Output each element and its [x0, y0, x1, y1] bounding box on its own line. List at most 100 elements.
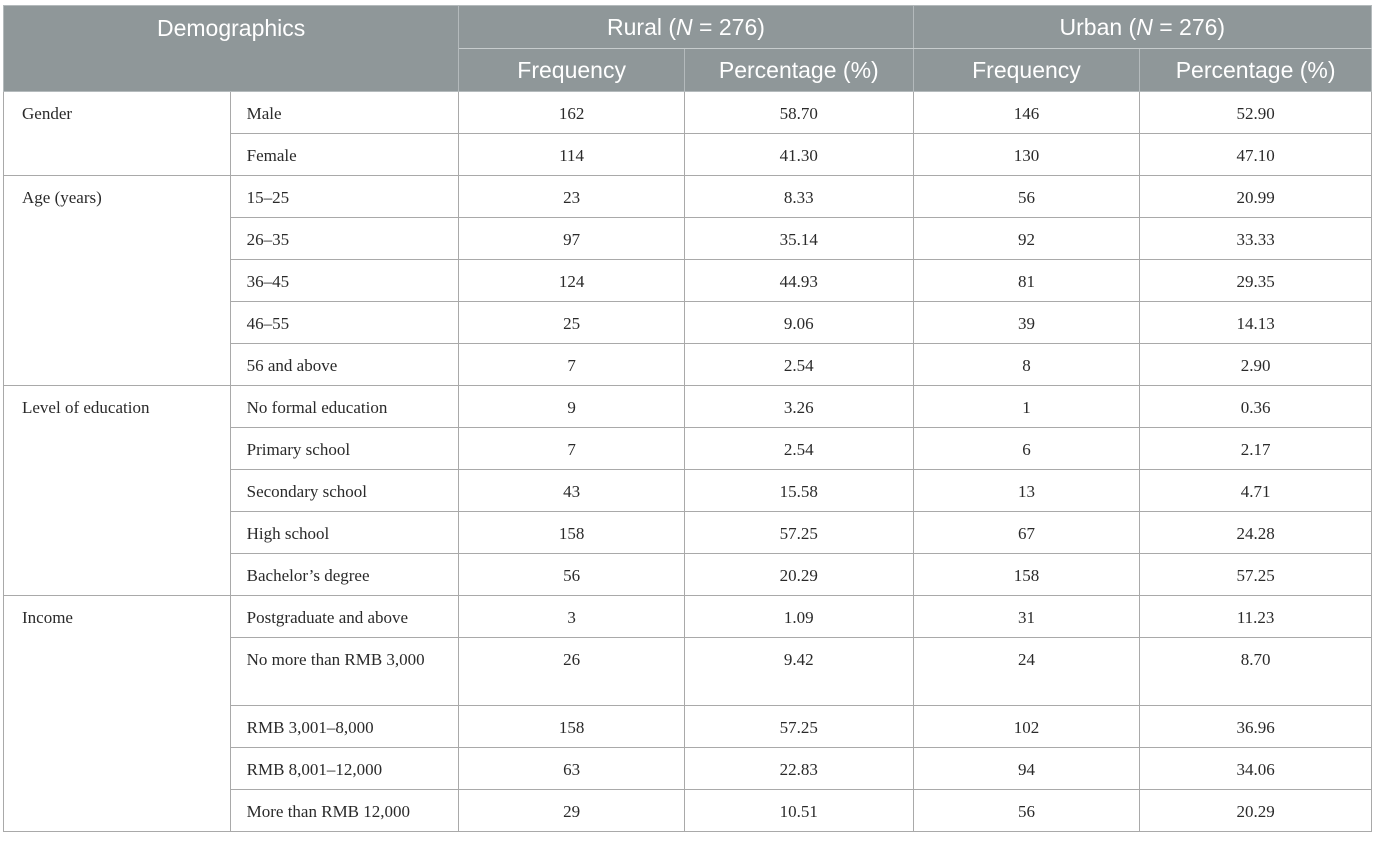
urban-percentage-header: Percentage (%)	[1139, 48, 1372, 92]
rural-frequency-cell: 23	[458, 175, 685, 218]
urban-prefix: Urban (	[1059, 13, 1137, 40]
table-row: More than RMB 12,000 29 10.51 56 20.29	[4, 789, 1372, 832]
table-row: 36–45 124 44.93 81 29.35	[4, 259, 1372, 302]
rural-frequency-cell: 26	[458, 637, 685, 706]
subcategory-cell: RMB 3,001–8,000	[229, 705, 460, 748]
rural-percentage-cell: 2.54	[683, 343, 914, 386]
rural-percentage-header: Percentage (%)	[683, 48, 914, 92]
rural-group-header: Rural (N = 276)	[458, 5, 914, 49]
category-cell: Income	[3, 595, 231, 832]
rural-frequency-cell: 124	[458, 259, 685, 302]
table-row: RMB 3,001–8,000 158 57.25 102 36.96	[4, 705, 1372, 748]
urban-frequency-cell: 24	[912, 637, 1141, 706]
urban-frequency-cell: 6	[912, 427, 1141, 470]
urban-percentage-cell: 34.06	[1139, 747, 1372, 790]
urban-frequency-cell: 1	[912, 385, 1141, 428]
urban-percentage-cell: 29.35	[1139, 259, 1372, 302]
rural-percentage-cell: 58.70	[683, 91, 914, 134]
rural-percentage-cell: 35.14	[683, 217, 914, 260]
rural-frequency-cell: 25	[458, 301, 685, 344]
urban-percentage-cell: 8.70	[1139, 637, 1372, 706]
subcategory-cell: Female	[229, 133, 460, 176]
urban-frequency-cell: 8	[912, 343, 1141, 386]
rural-percentage-cell: 8.33	[683, 175, 914, 218]
urban-group-header: Urban (N = 276)	[912, 5, 1373, 49]
rural-frequency-cell: 158	[458, 705, 685, 748]
table-row: Female 114 41.30 130 47.10	[4, 133, 1372, 176]
rural-percentage-cell: 9.42	[683, 637, 914, 706]
rural-frequency-cell: 9	[458, 385, 685, 428]
table-row: 56 and above 7 2.54 8 2.90	[4, 343, 1372, 386]
urban-frequency-cell: 31	[912, 595, 1141, 638]
table-row: 46–55 25 9.06 39 14.13	[4, 301, 1372, 344]
rural-frequency-cell: 158	[458, 511, 685, 554]
urban-frequency-cell: 130	[912, 133, 1141, 176]
urban-percentage-cell: 20.99	[1139, 175, 1372, 218]
subcategory-cell: No more than RMB 3,000	[229, 637, 460, 706]
category-cell: Level of education	[3, 385, 231, 596]
rural-percentage-cell: 57.25	[683, 705, 914, 748]
rural-frequency-cell: 162	[458, 91, 685, 134]
urban-percentage-cell: 14.13	[1139, 301, 1372, 344]
urban-frequency-cell: 94	[912, 747, 1141, 790]
table-row: Primary school 7 2.54 6 2.17	[4, 427, 1372, 470]
urban-frequency-cell: 146	[912, 91, 1141, 134]
rural-frequency-cell: 29	[458, 789, 685, 832]
urban-frequency-cell: 102	[912, 705, 1141, 748]
urban-percentage-cell: 57.25	[1139, 553, 1372, 596]
category-cell: Age (years)	[3, 175, 231, 386]
urban-percentage-cell: 36.96	[1139, 705, 1372, 748]
urban-percentage-cell: 2.90	[1139, 343, 1372, 386]
subcategory-cell: More than RMB 12,000	[229, 789, 460, 832]
urban-percentage-cell: 33.33	[1139, 217, 1372, 260]
urban-frequency-cell: 13	[912, 469, 1141, 512]
rural-n-symbol: N	[676, 13, 693, 40]
urban-frequency-cell: 56	[912, 789, 1141, 832]
rural-percentage-cell: 20.29	[683, 553, 914, 596]
subcategory-cell: RMB 8,001–12,000	[229, 747, 460, 790]
rural-frequency-cell: 7	[458, 343, 685, 386]
urban-percentage-cell: 11.23	[1139, 595, 1372, 638]
table-body: Gender Male 162 58.70 146 52.90 Female 114 41.30…	[3, 91, 1372, 832]
subcategory-cell: 15–25	[229, 175, 460, 218]
rural-percentage-cell: 44.93	[683, 259, 914, 302]
urban-frequency-header: Frequency	[912, 48, 1141, 92]
urban-suffix: = 276)	[1152, 13, 1226, 40]
rural-percentage-cell: 2.54	[683, 427, 914, 470]
subcategory-cell: Secondary school	[229, 469, 460, 512]
urban-frequency-cell: 81	[912, 259, 1141, 302]
subcategory-cell: Bachelor’s degree	[229, 553, 460, 596]
rural-percentage-cell: 3.26	[683, 385, 914, 428]
urban-percentage-cell: 47.10	[1139, 133, 1372, 176]
urban-percentage-cell: 20.29	[1139, 789, 1372, 832]
rural-suffix: = 276)	[692, 13, 765, 40]
urban-n-symbol: N	[1136, 13, 1153, 40]
rural-percentage-cell: 41.30	[683, 133, 914, 176]
table-row: Gender Male 162 58.70 146 52.90	[3, 91, 1372, 176]
rural-prefix: Rural (	[607, 13, 677, 40]
table-row: Bachelor’s degree 56 20.29 158 57.25	[4, 553, 1372, 596]
demographics-table: Demographics Rural (N = 276) Urban (N = …	[2, 5, 1373, 832]
rural-frequency-cell: 43	[458, 469, 685, 512]
subcategory-cell: 46–55	[229, 301, 460, 344]
subcategory-cell: Postgraduate and above	[229, 595, 460, 638]
rural-frequency-cell: 114	[458, 133, 685, 176]
table-row: Income Postgraduate and above 3 1.09 31 11.23	[3, 595, 1372, 832]
subcategory-cell: No formal education	[229, 385, 460, 428]
urban-percentage-cell: 0.36	[1139, 385, 1372, 428]
rural-frequency-cell: 7	[458, 427, 685, 470]
rural-frequency-cell: 63	[458, 747, 685, 790]
table-row: No more than RMB 3,000 26 9.42 24 8.70	[4, 637, 1372, 706]
subcategory-cell: 26–35	[229, 217, 460, 260]
rural-percentage-cell: 57.25	[683, 511, 914, 554]
urban-frequency-cell: 67	[912, 511, 1141, 554]
rural-frequency-cell: 97	[458, 217, 685, 260]
rural-percentage-cell: 22.83	[683, 747, 914, 790]
table-row: Level of education No formal education 9 3.…	[3, 385, 1372, 596]
urban-percentage-cell: 52.90	[1139, 91, 1372, 134]
rural-percentage-cell: 9.06	[683, 301, 914, 344]
table-header: Demographics Rural (N = 276) Urban (N = …	[2, 5, 1373, 92]
demographics-header: Demographics	[2, 5, 460, 92]
urban-frequency-cell: 158	[912, 553, 1141, 596]
subcategory-cell: High school	[229, 511, 460, 554]
